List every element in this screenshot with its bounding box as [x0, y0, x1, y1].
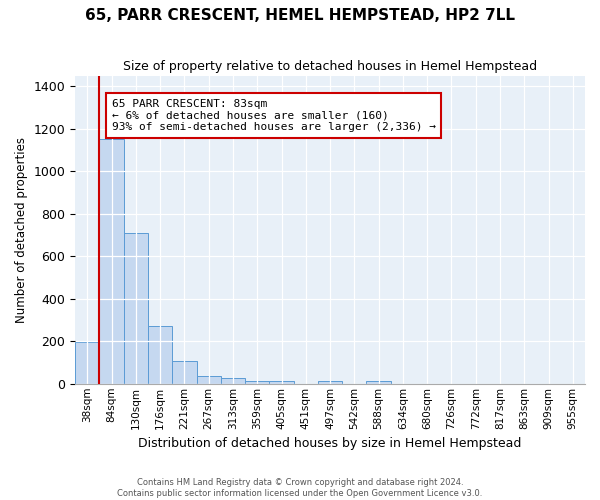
- Text: 65 PARR CRESCENT: 83sqm
← 6% of detached houses are smaller (160)
93% of semi-de: 65 PARR CRESCENT: 83sqm ← 6% of detached…: [112, 99, 436, 132]
- Bar: [172, 361, 197, 384]
- Bar: [100, 140, 124, 384]
- Bar: [318, 380, 342, 384]
- Text: 65, PARR CRESCENT, HEMEL HEMPSTEAD, HP2 7LL: 65, PARR CRESCENT, HEMEL HEMPSTEAD, HP2 …: [85, 8, 515, 22]
- Bar: [367, 380, 391, 384]
- Bar: [197, 376, 221, 384]
- Bar: [245, 381, 269, 384]
- X-axis label: Distribution of detached houses by size in Hemel Hempstead: Distribution of detached houses by size …: [139, 437, 522, 450]
- Y-axis label: Number of detached properties: Number of detached properties: [15, 136, 28, 322]
- Bar: [148, 326, 172, 384]
- Bar: [269, 381, 293, 384]
- Bar: [124, 233, 148, 384]
- Text: Contains HM Land Registry data © Crown copyright and database right 2024.
Contai: Contains HM Land Registry data © Crown c…: [118, 478, 482, 498]
- Bar: [221, 378, 245, 384]
- Bar: [75, 342, 100, 384]
- Title: Size of property relative to detached houses in Hemel Hempstead: Size of property relative to detached ho…: [123, 60, 537, 73]
